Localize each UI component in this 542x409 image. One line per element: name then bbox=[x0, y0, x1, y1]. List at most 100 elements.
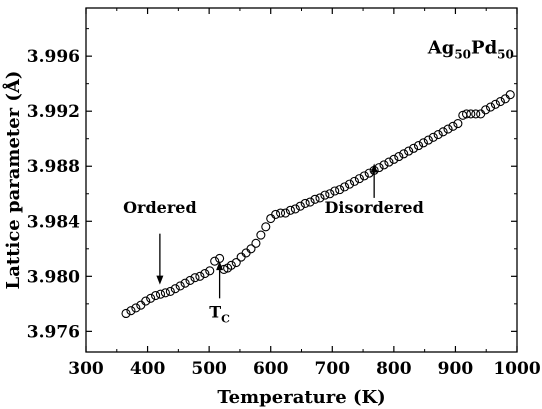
x-tick-label: 1000 bbox=[493, 359, 540, 379]
data-point bbox=[210, 256, 220, 266]
data-point bbox=[300, 198, 310, 208]
data-point bbox=[195, 271, 205, 281]
y-tick-label: 3.976 bbox=[27, 322, 80, 342]
data-point bbox=[205, 266, 215, 276]
data-point bbox=[295, 201, 305, 211]
data-point bbox=[359, 171, 369, 181]
y-tick-label: 3.984 bbox=[27, 212, 80, 232]
data-point bbox=[349, 176, 360, 186]
ordered-label: Ordered bbox=[123, 198, 197, 217]
data-point bbox=[246, 244, 256, 254]
data-point bbox=[170, 284, 180, 294]
data-point bbox=[485, 102, 496, 112]
x-axis-label: Temperature (K) bbox=[217, 387, 385, 408]
data-point bbox=[231, 258, 241, 268]
data-point bbox=[364, 168, 374, 178]
data-point bbox=[389, 154, 399, 164]
data-point bbox=[236, 252, 246, 262]
ordered-arrow-head bbox=[156, 275, 164, 285]
data-point bbox=[121, 308, 131, 319]
data-point bbox=[490, 99, 501, 109]
data-point bbox=[141, 296, 151, 306]
data-point bbox=[276, 208, 286, 218]
plot-frame-group bbox=[85, 7, 518, 353]
data-point bbox=[354, 174, 364, 184]
data-point bbox=[438, 127, 448, 137]
data-point bbox=[285, 205, 295, 215]
data-point bbox=[399, 149, 409, 159]
data-point bbox=[330, 186, 340, 196]
y-tick-label: 3.996 bbox=[27, 47, 80, 67]
data-point bbox=[320, 190, 330, 200]
data-point bbox=[151, 291, 161, 301]
data-point bbox=[131, 303, 141, 313]
data-point bbox=[190, 273, 200, 283]
data-point bbox=[335, 185, 345, 195]
compound-label: Ag50Pd50 bbox=[427, 37, 514, 61]
x-tick-label: 900 bbox=[438, 359, 474, 379]
data-point bbox=[310, 194, 320, 204]
data-point bbox=[384, 157, 394, 167]
data-point bbox=[428, 132, 438, 142]
data-point bbox=[461, 109, 472, 119]
data-point bbox=[185, 275, 195, 285]
data-point bbox=[433, 130, 443, 140]
disordered-label: Disordered bbox=[325, 198, 424, 217]
data-point bbox=[290, 204, 300, 214]
tick-labels: 300 400 500 600 700 800 900 1000 3.976 3.980 3.984… bbox=[27, 47, 541, 379]
data-point bbox=[340, 182, 350, 192]
disordered-arrow-head bbox=[370, 163, 378, 173]
data-point bbox=[165, 286, 175, 297]
data-point bbox=[409, 143, 419, 153]
data-point bbox=[453, 119, 463, 129]
data-point bbox=[200, 269, 210, 279]
data-point bbox=[344, 179, 355, 189]
axis-ticks bbox=[85, 8, 518, 352]
data-point bbox=[226, 260, 236, 270]
data-point bbox=[423, 135, 433, 145]
y-tick-label: 3.988 bbox=[27, 157, 80, 177]
data-point bbox=[394, 152, 404, 162]
data-point bbox=[418, 138, 428, 148]
x-tick-label: 700 bbox=[315, 359, 351, 379]
annotations: Ag50Pd50 Ordered TC Disordered bbox=[123, 37, 514, 325]
data-point bbox=[280, 208, 291, 218]
data-point bbox=[256, 230, 266, 240]
x-tick-label: 500 bbox=[191, 359, 227, 379]
y-axis-label: Lattice parameter (Å) bbox=[1, 71, 24, 290]
data-point bbox=[443, 124, 453, 134]
tc-arrow-head bbox=[216, 261, 224, 271]
plot-frame bbox=[85, 7, 518, 353]
data-point bbox=[251, 238, 261, 248]
x-tick-label: 300 bbox=[68, 359, 104, 379]
x-tick-label: 600 bbox=[253, 359, 289, 379]
data-point bbox=[175, 281, 185, 291]
x-tick-label: 800 bbox=[376, 359, 412, 379]
data-point bbox=[325, 189, 335, 199]
data-point bbox=[155, 289, 166, 299]
data-point bbox=[241, 248, 251, 258]
data-point bbox=[495, 97, 505, 107]
x-tick-label: 400 bbox=[130, 359, 166, 379]
data-point bbox=[315, 193, 325, 203]
y-tick-label: 3.980 bbox=[27, 267, 80, 287]
data-point bbox=[271, 209, 281, 219]
data-point bbox=[160, 288, 170, 298]
data-point bbox=[481, 105, 491, 115]
data-point bbox=[261, 222, 271, 232]
data-point bbox=[413, 141, 424, 151]
data-point bbox=[404, 146, 414, 156]
data-point bbox=[126, 306, 136, 316]
data-point bbox=[448, 121, 458, 131]
y-tick-label: 3.992 bbox=[27, 102, 80, 122]
data-point bbox=[505, 90, 515, 100]
data-point bbox=[146, 293, 156, 303]
tc-label: TC bbox=[209, 303, 230, 326]
data-point bbox=[266, 213, 276, 224]
data-point bbox=[379, 160, 389, 170]
data-point bbox=[466, 109, 476, 119]
data-point bbox=[180, 278, 190, 288]
data-point bbox=[476, 109, 486, 119]
data-point bbox=[471, 109, 481, 119]
